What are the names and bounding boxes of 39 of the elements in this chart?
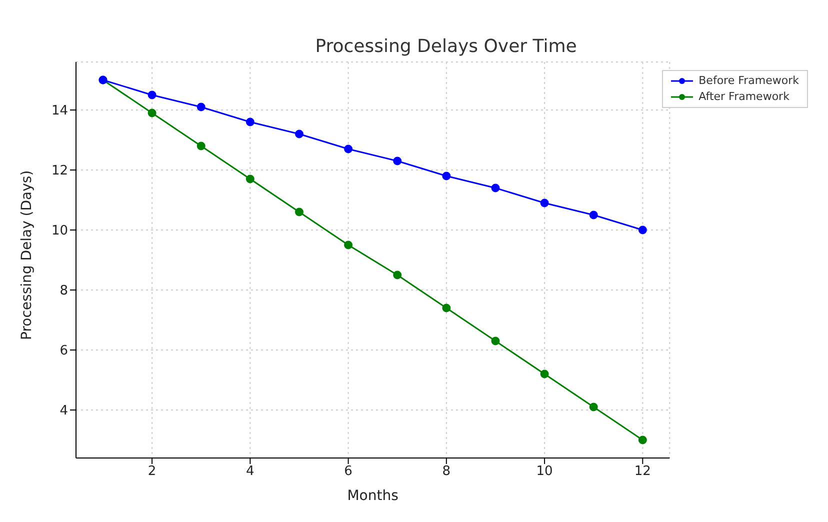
y-tick-label: 14 (51, 104, 68, 119)
legend-label: After Framework (698, 89, 790, 105)
chart-title: Processing Delays Over Time (314, 36, 578, 57)
point (393, 156, 402, 166)
point (491, 184, 500, 192)
y-tick-label: 10 (51, 224, 68, 239)
y-tick-label: 4 (60, 404, 68, 419)
y-tick-label: 8 (60, 284, 68, 299)
point (294, 208, 304, 216)
x-tick-label: 12 (634, 464, 651, 480)
point (148, 108, 156, 118)
x-tick-label: 4 (246, 464, 254, 480)
point (589, 210, 598, 220)
point (344, 240, 353, 250)
point (246, 174, 254, 184)
x-axis-title: Months (347, 488, 398, 504)
point (540, 370, 549, 378)
x-tick-label: 8 (442, 464, 451, 480)
x-tick-label: 10 (536, 464, 553, 480)
point (148, 90, 156, 100)
legend-label: Before Framework (698, 73, 799, 89)
point (491, 336, 500, 346)
point (638, 226, 647, 234)
point (638, 436, 647, 444)
point (442, 172, 451, 180)
point (540, 198, 549, 208)
y-axis-title: Processing Delay (Days) (18, 170, 35, 340)
point (344, 144, 353, 154)
point (196, 102, 206, 112)
point (196, 142, 206, 150)
x-tick-label: 6 (344, 464, 352, 480)
point (589, 402, 598, 412)
point (442, 304, 451, 312)
y-tick-label: 6 (60, 344, 68, 359)
point (294, 130, 304, 138)
y-tick-label: 12 (51, 164, 68, 179)
point (246, 118, 254, 126)
x-tick-label: 2 (148, 464, 156, 480)
point (393, 270, 402, 280)
